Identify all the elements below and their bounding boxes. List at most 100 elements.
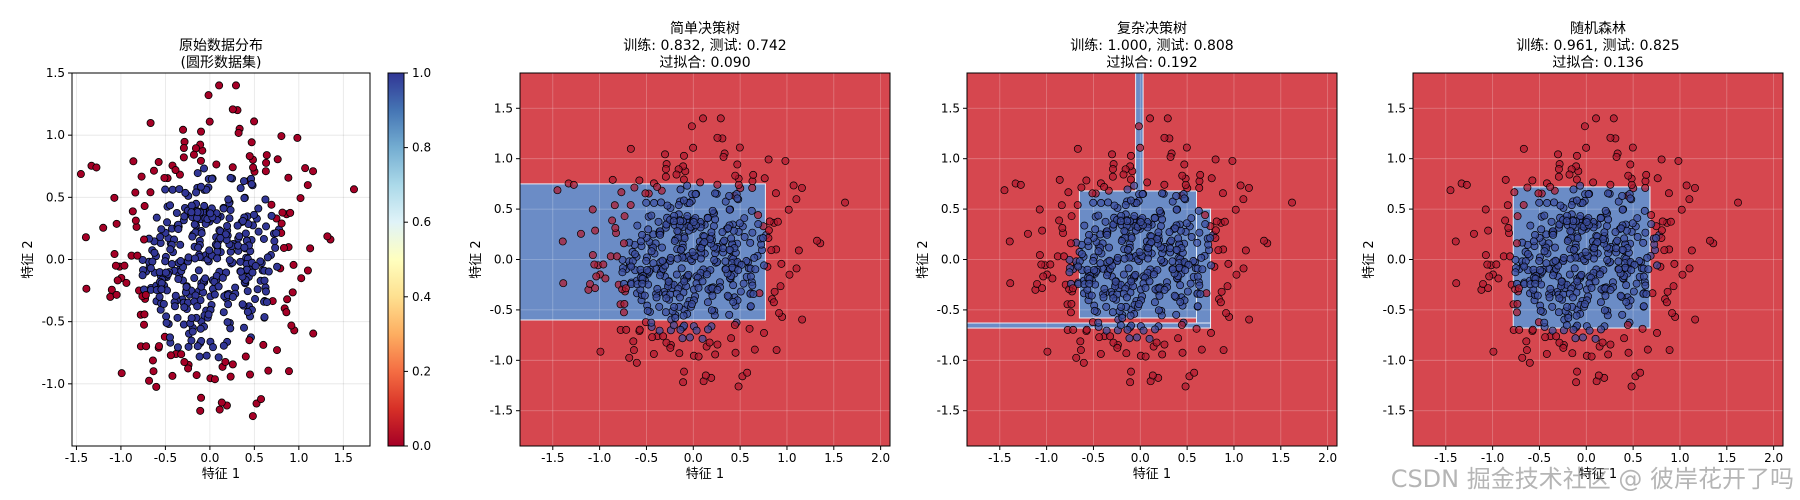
class-1-point xyxy=(1065,255,1074,264)
class-1-point xyxy=(188,327,197,336)
class-0-point xyxy=(680,151,688,160)
class-1-point xyxy=(708,206,717,215)
x-axis-label: 特征 1 xyxy=(1133,467,1171,482)
class-1-point xyxy=(1176,281,1185,290)
class-1-point xyxy=(1581,248,1590,257)
class-0-point xyxy=(81,233,90,242)
class-1-point xyxy=(1172,245,1181,254)
class-0-point xyxy=(1088,189,1097,198)
class-0-point xyxy=(620,300,629,308)
class-1-point xyxy=(1569,185,1578,194)
class-0-point xyxy=(701,371,710,380)
class-0-point xyxy=(1127,367,1135,376)
class-0-point xyxy=(1523,183,1532,192)
class-1-point xyxy=(1089,256,1098,265)
class-1-point xyxy=(1194,206,1203,215)
y-tick-label: 0.5 xyxy=(494,202,513,216)
class-0-point xyxy=(1219,346,1228,355)
class-0-point xyxy=(1126,378,1135,387)
class-1-point xyxy=(219,341,228,350)
class-0-point xyxy=(168,371,177,380)
y-tick-label: 1.5 xyxy=(1387,101,1406,115)
class-1-point xyxy=(649,259,658,268)
class-1-point xyxy=(674,201,683,210)
class-1-point xyxy=(1166,244,1174,253)
class-1-point xyxy=(214,282,223,291)
class-0-point xyxy=(626,144,635,153)
class-1-point xyxy=(184,253,193,262)
class-1-point xyxy=(156,233,165,242)
x-tick-label: 1.0 xyxy=(1670,451,1689,465)
title-line: 训练: 0.961, 测试: 0.825 xyxy=(1516,38,1679,54)
class-1-point xyxy=(1597,325,1605,334)
y-tick-label: 0.0 xyxy=(1387,253,1406,267)
class-1-point xyxy=(1108,308,1117,317)
y-tick-label: -0.5 xyxy=(42,315,65,329)
class-1-point xyxy=(1536,266,1544,275)
class-1-point xyxy=(188,232,197,241)
class-1-point xyxy=(216,234,225,243)
class-1-point xyxy=(256,257,265,266)
class-1-point xyxy=(236,184,245,193)
class-1-point xyxy=(1641,228,1650,237)
class-0-point xyxy=(149,367,158,376)
class-0-point xyxy=(1073,201,1082,209)
class-0-point xyxy=(286,208,295,217)
class-1-point xyxy=(1127,234,1136,243)
class-0-point xyxy=(1239,264,1248,273)
class-1-point xyxy=(708,291,717,300)
class-1-point xyxy=(1149,270,1158,279)
class-1-point xyxy=(1566,227,1575,236)
class-0-point xyxy=(1668,309,1677,317)
class-0-point xyxy=(1160,180,1169,189)
class-1-point xyxy=(1535,256,1544,265)
class-0-point xyxy=(1060,252,1068,261)
class-1-point xyxy=(262,222,271,231)
class-0-point xyxy=(1573,367,1581,376)
class-1-point xyxy=(270,237,279,246)
class-1-point xyxy=(1085,279,1094,288)
class-0-point xyxy=(112,290,121,299)
class-1-point xyxy=(688,248,697,257)
class-0-point xyxy=(306,244,315,253)
class-0-point xyxy=(592,272,601,281)
class-1-point xyxy=(680,234,689,243)
class-1-point xyxy=(1554,308,1563,317)
x-tick-label: 2.0 xyxy=(1764,451,1783,465)
class-0-point xyxy=(1555,338,1564,347)
class-0-point xyxy=(727,334,736,343)
class-0-point xyxy=(76,170,85,179)
class-1-point xyxy=(1139,326,1148,335)
title-line: 随机森林 xyxy=(1570,21,1626,37)
class-0-point xyxy=(1542,349,1551,358)
class-1-point xyxy=(138,255,147,264)
class-1-point xyxy=(1618,205,1627,214)
class-0-point xyxy=(259,340,268,349)
y-tick-label: 1.0 xyxy=(941,152,960,166)
class-0-point xyxy=(1518,353,1527,362)
class-0-point xyxy=(1039,272,1048,281)
class-1-point xyxy=(703,298,712,307)
class-1-point xyxy=(1570,245,1578,254)
class-0-point xyxy=(1525,358,1534,367)
class-1-point xyxy=(1158,215,1167,224)
class-1-point xyxy=(655,326,664,335)
class-0-point xyxy=(155,342,164,351)
class-1-point xyxy=(1123,185,1132,194)
class-1-point xyxy=(1089,198,1098,207)
class-1-point xyxy=(225,256,234,265)
class-0-point xyxy=(1594,371,1603,380)
class-1-point xyxy=(1101,217,1110,226)
class-1-point xyxy=(679,196,688,205)
class-1-point xyxy=(1174,234,1183,243)
class-0-point xyxy=(1506,252,1514,261)
class-0-point xyxy=(247,138,256,147)
class-0-point xyxy=(296,194,305,203)
class-0-point xyxy=(196,156,205,165)
class-0-point xyxy=(1082,176,1091,185)
x-tick-label: 1.5 xyxy=(1717,451,1736,465)
class-1-point xyxy=(658,256,667,265)
class-1-point xyxy=(1626,194,1635,203)
class-0-point xyxy=(1559,343,1568,352)
class-0-point xyxy=(1245,315,1254,324)
